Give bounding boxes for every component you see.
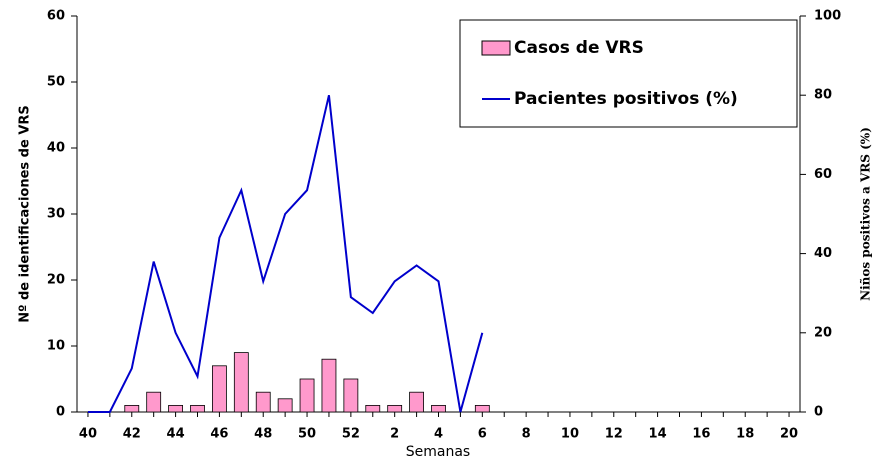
x-tick-label: 46 (210, 427, 228, 442)
bar (233, 352, 249, 413)
bar (365, 404, 381, 413)
legend-box (459, 19, 798, 128)
x-tick-label: 6 (478, 427, 487, 442)
bar (190, 404, 205, 413)
x-tick-label: 2 (390, 427, 399, 442)
y2-tick-label: 0 (814, 405, 823, 420)
bar (255, 391, 271, 413)
bar (387, 404, 403, 413)
bar (212, 365, 227, 413)
x-tick-label: 52 (342, 427, 360, 442)
bar (124, 404, 140, 413)
bar (431, 404, 446, 413)
x-tick-label: 40 (79, 427, 97, 442)
y2-tick-label: 100 (814, 9, 841, 24)
y-tick-label: 10 (47, 339, 65, 354)
bar (321, 358, 337, 413)
x-tick-label: 8 (522, 427, 531, 442)
x-tick-label: 10 (561, 427, 579, 442)
bar (409, 391, 424, 413)
legend-label: Pacientes positivos (%) (514, 89, 738, 109)
y-tick-label: 60 (47, 9, 65, 24)
x-tick-label: 12 (605, 427, 623, 442)
x-tick-label: 20 (780, 427, 798, 442)
y2-tick-label: 60 (814, 167, 832, 182)
y-axis-label: Nº de identificaciones de VRS (18, 105, 33, 323)
bar (168, 404, 183, 413)
x-tick-label: 50 (298, 427, 316, 442)
bar (474, 404, 490, 413)
x-tick-label: 18 (736, 427, 754, 442)
bar (299, 378, 315, 413)
y-tick-label: 30 (47, 207, 65, 222)
x-tick-label: 14 (649, 427, 667, 442)
y-tick-label: 40 (47, 141, 65, 156)
x-axis-label: Semanas (406, 444, 470, 460)
y-tick-label: 0 (56, 405, 65, 420)
legend-label: Casos de VRS (514, 38, 644, 58)
bar (343, 378, 359, 413)
x-tick-label: 4 (434, 427, 443, 442)
y2-axis-label: Niños positivos a VRS (%) (859, 127, 873, 301)
x-tick-label: 16 (692, 427, 710, 442)
x-tick-label: 44 (167, 427, 185, 442)
bar (146, 391, 162, 413)
y2-tick-label: 40 (814, 246, 832, 261)
y2-tick-label: 80 (814, 88, 832, 103)
y-tick-label: 20 (47, 273, 65, 288)
bar (277, 398, 293, 413)
x-tick-label: 42 (123, 427, 141, 442)
x-tick-label: 48 (254, 427, 272, 442)
y2-tick-label: 20 (814, 325, 832, 340)
legend-swatch (481, 40, 511, 56)
line (87, 94, 484, 413)
y-tick-label: 50 (47, 75, 65, 90)
